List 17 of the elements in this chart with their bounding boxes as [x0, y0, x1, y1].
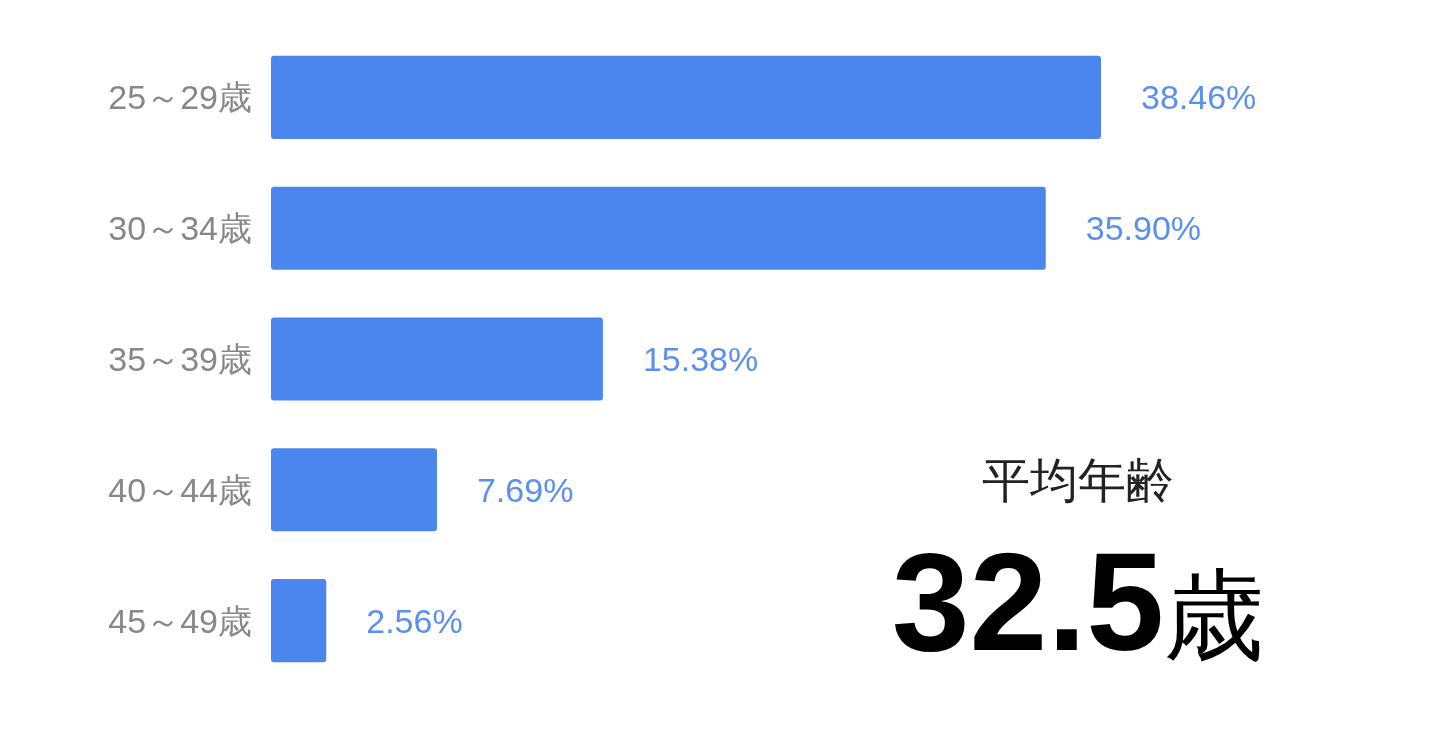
data-label: 38.46%: [1141, 78, 1257, 117]
annotation: 平均年齢: [982, 454, 1174, 507]
bar: [271, 55, 1101, 139]
data-label: 35.90%: [1085, 209, 1202, 248]
y-tick-label: 40～44歳: [108, 470, 252, 509]
bar: [271, 186, 1046, 270]
y-tick-label: 35～39歳: [108, 340, 252, 378]
annotation: 32.5歳: [891, 523, 1265, 680]
y-tick-label: 30～34歳: [108, 209, 252, 248]
data-label: 2.56%: [366, 601, 463, 640]
data-label: 7.69%: [476, 470, 574, 509]
bar: [271, 317, 603, 401]
y-tick-label: 25～29歳: [108, 78, 252, 117]
bar: [271, 579, 327, 663]
y-tick-label: 45～49歳: [108, 601, 252, 640]
bar: [271, 448, 437, 532]
data-label: 15.38%: [642, 340, 759, 378]
